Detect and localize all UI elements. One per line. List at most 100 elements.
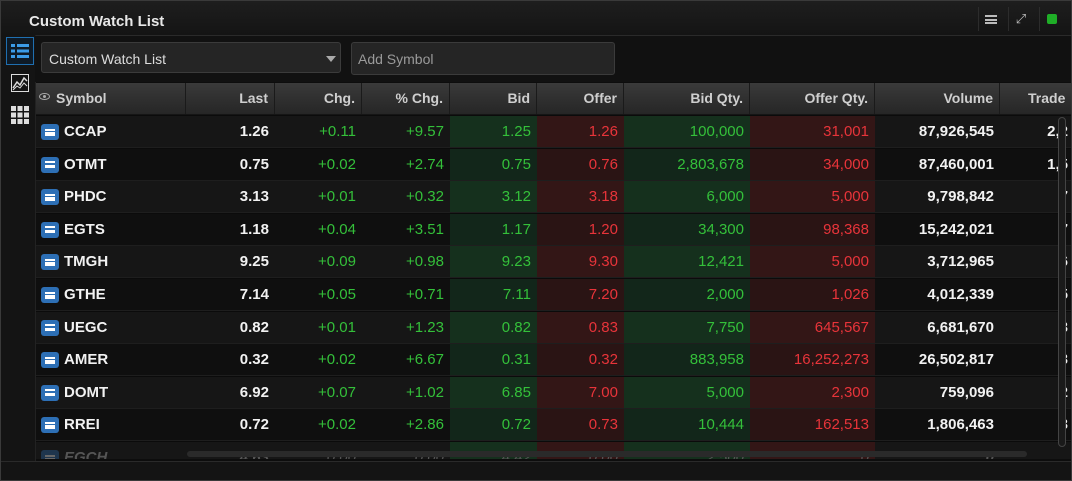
- bid-cell: 6.85: [450, 376, 537, 408]
- horizontal-scrollbar[interactable]: [187, 451, 1027, 457]
- symbol-menu-icon[interactable]: [41, 384, 59, 401]
- change-cell: +0.01: [318, 188, 356, 206]
- vertical-scrollbar[interactable]: [1058, 117, 1066, 447]
- volume-cell: 6,681,670: [927, 318, 994, 336]
- column-header-trades[interactable]: Trade: [1000, 83, 1071, 114]
- volume-cell: 759,096: [939, 383, 994, 401]
- symbol-menu-icon[interactable]: [41, 189, 59, 206]
- offer-cell: 0.76: [537, 148, 624, 180]
- last-cell: 9.25: [239, 253, 269, 271]
- bid-cell: 0.82: [450, 311, 537, 343]
- change-cell: +0.04: [318, 220, 356, 238]
- table-row[interactable]: RREI 0.72 +0.02 +2.86 0.72 0.73 10,444 162,513 1…: [36, 409, 1071, 442]
- symbol-text: DOMT: [64, 383, 109, 401]
- chart-view-button[interactable]: [6, 69, 34, 97]
- grid-view-button[interactable]: [6, 101, 34, 129]
- column-header-bid[interactable]: Bid: [450, 83, 537, 114]
- table-row[interactable]: CCAP 1.26 +0.11 +9.57 1.25 1.26 100,000 31,001 8…: [36, 116, 1071, 148]
- symbol-menu-icon[interactable]: [41, 450, 59, 459]
- offer-qty-cell: 645,567: [750, 311, 875, 343]
- change-cell: +0.02: [318, 416, 356, 434]
- view-switcher: [1, 35, 36, 480]
- offer-qty-cell: 16,252,273: [750, 344, 875, 376]
- volume-cell: 87,460,001: [918, 155, 994, 173]
- symbol-text: OTMT: [64, 155, 107, 173]
- watch-list-select[interactable]: Custom Watch List: [41, 42, 341, 73]
- offer-qty-cell: 98,368: [750, 213, 875, 245]
- list-view-button[interactable]: [6, 37, 34, 65]
- bid-qty-cell: 34,300: [624, 213, 750, 245]
- bid-qty-cell: 2,803,678: [624, 148, 750, 180]
- symbol-menu-icon[interactable]: [41, 287, 59, 303]
- symbol-menu-icon[interactable]: [41, 124, 59, 140]
- symbol-menu-icon[interactable]: [41, 417, 59, 434]
- change-cell: +0.07: [318, 383, 356, 401]
- offer-qty-cell: 2,300: [750, 376, 875, 408]
- pct-change-cell: +0.32: [406, 188, 444, 206]
- symbol-menu-icon[interactable]: [41, 319, 59, 336]
- watch-list-toolbar: Custom Watch List: [35, 36, 1071, 82]
- add-symbol-input[interactable]: [351, 42, 615, 75]
- bid-cell: 9.23: [450, 246, 537, 278]
- pct-change-cell: +1.02: [406, 383, 444, 401]
- symbol-menu-icon[interactable]: [41, 254, 59, 271]
- maximize-button[interactable]: ⤢: [1008, 7, 1033, 31]
- eye-icon[interactable]: [39, 93, 50, 100]
- column-header-chg[interactable]: Chg.: [275, 83, 362, 114]
- symbol-cell: RREI: [36, 409, 186, 440]
- column-header-offer-qty[interactable]: Offer Qty.: [750, 83, 875, 114]
- symbol-cell: EGCH: [36, 442, 186, 459]
- symbol-text: TMGH: [64, 253, 109, 271]
- symbol-text: CCAP: [64, 123, 107, 140]
- last-cell: 1.18: [239, 220, 269, 238]
- symbol-text: PHDC: [64, 188, 107, 206]
- symbol-cell: EGTS: [36, 214, 186, 245]
- column-header-offer[interactable]: Offer: [537, 83, 624, 114]
- table-row[interactable]: TMGH 9.25 +0.09 +0.98 9.23 9.30 12,421 5,000 3,7…: [36, 246, 1071, 279]
- chart-view-icon: [11, 74, 29, 92]
- column-header-bid-qty[interactable]: Bid Qty.: [624, 83, 750, 114]
- change-cell: +0.09: [318, 253, 356, 271]
- table-row[interactable]: AMER 0.32 +0.02 +6.67 0.31 0.32 883,958 16,252,…: [36, 344, 1071, 377]
- bid-cell: 0.72: [450, 409, 537, 441]
- volume-cell: 9,798,842: [927, 188, 994, 206]
- symbol-menu-icon[interactable]: [41, 352, 59, 369]
- symbol-menu-icon[interactable]: [41, 221, 59, 238]
- menu-button[interactable]: [978, 7, 1003, 31]
- column-header-symbol[interactable]: Symbol: [36, 83, 186, 114]
- watch-list-grid: Symbol Last Chg. % Chg. Bid Offer Bid Qt…: [36, 83, 1071, 459]
- bid-qty-cell: 10,444: [624, 409, 750, 441]
- volume-cell: 1,806,463: [927, 416, 994, 434]
- change-cell: +0.02: [318, 155, 356, 173]
- column-header-last[interactable]: Last: [186, 83, 275, 114]
- offer-cell: 0.83: [537, 311, 624, 343]
- symbol-text: UEGC: [64, 318, 108, 336]
- table-row[interactable]: PHDC 3.13 +0.01 +0.32 3.12 3.18 6,000 5,000 9,79…: [36, 181, 1071, 214]
- table-row[interactable]: EGTS 1.18 +0.04 +3.51 1.17 1.20 34,300 98,368 15…: [36, 213, 1071, 246]
- symbol-cell: PHDC: [36, 181, 186, 212]
- bid-qty-cell: 883,958: [624, 344, 750, 376]
- table-row[interactable]: OTMT 0.75 +0.02 +2.74 0.75 0.76 2,803,678 34,00…: [36, 148, 1071, 181]
- offer-qty-cell: 162,513: [750, 409, 875, 441]
- last-cell: 1.26: [239, 123, 269, 140]
- symbol-cell: CCAP: [36, 116, 186, 147]
- column-header-volume[interactable]: Volume: [875, 83, 1000, 114]
- menu-icon: [985, 14, 997, 24]
- offer-qty-cell: 34,000: [750, 148, 875, 180]
- status-button[interactable]: [1039, 7, 1064, 31]
- last-cell: 7.14: [239, 286, 269, 303]
- offer-cell: 0.73: [537, 409, 624, 441]
- table-row[interactable]: GTHE 7.14 +0.05 +0.71 7.11 7.20 2,000 1,026 4,01…: [36, 279, 1071, 311]
- offer-cell: 9.30: [537, 246, 624, 278]
- pct-change-cell: +2.86: [406, 416, 444, 434]
- column-header-pct-chg[interactable]: % Chg.: [362, 83, 450, 114]
- bid-qty-cell: 2,000: [624, 279, 750, 310]
- symbol-menu-icon[interactable]: [41, 156, 59, 173]
- change-cell: +0.11: [319, 123, 356, 140]
- table-row[interactable]: UEGC 0.82 +0.01 +1.23 0.82 0.83 7,750 645,567 6,…: [36, 311, 1071, 344]
- table-row[interactable]: DOMT 6.92 +0.07 +1.02 6.85 7.00 5,000 2,300 759,…: [36, 376, 1071, 409]
- volume-cell: 87,926,545: [918, 123, 994, 140]
- symbol-text: GTHE: [64, 286, 106, 303]
- symbol-text: EGTS: [64, 220, 105, 238]
